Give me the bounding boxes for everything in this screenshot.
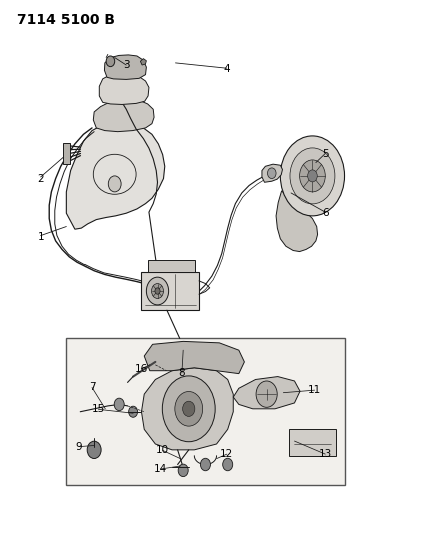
Polygon shape bbox=[66, 122, 165, 229]
Circle shape bbox=[200, 458, 211, 471]
Text: 4: 4 bbox=[223, 64, 230, 74]
Text: 2: 2 bbox=[37, 174, 44, 183]
Text: 14: 14 bbox=[154, 464, 167, 474]
Polygon shape bbox=[141, 368, 233, 450]
Polygon shape bbox=[140, 59, 146, 65]
Bar bbox=[66, 338, 345, 485]
Polygon shape bbox=[104, 55, 146, 79]
Circle shape bbox=[268, 168, 276, 179]
Polygon shape bbox=[93, 99, 154, 132]
Text: 13: 13 bbox=[319, 449, 332, 459]
Circle shape bbox=[155, 288, 160, 294]
Circle shape bbox=[280, 136, 345, 216]
Text: 16: 16 bbox=[135, 364, 148, 374]
Circle shape bbox=[114, 398, 124, 410]
Text: 3: 3 bbox=[123, 60, 130, 70]
Circle shape bbox=[308, 170, 317, 182]
Circle shape bbox=[223, 458, 233, 471]
Text: 11: 11 bbox=[308, 385, 321, 395]
Circle shape bbox=[290, 148, 335, 204]
Circle shape bbox=[87, 441, 101, 458]
Text: 8: 8 bbox=[178, 368, 185, 378]
Text: 15: 15 bbox=[92, 405, 105, 414]
Polygon shape bbox=[148, 260, 195, 272]
Polygon shape bbox=[63, 143, 70, 164]
Text: 7: 7 bbox=[89, 383, 95, 392]
Circle shape bbox=[146, 277, 169, 305]
Text: 5: 5 bbox=[322, 149, 329, 158]
Circle shape bbox=[178, 464, 188, 477]
Text: 1: 1 bbox=[37, 232, 44, 242]
Circle shape bbox=[183, 401, 195, 416]
Polygon shape bbox=[144, 341, 244, 374]
Circle shape bbox=[129, 406, 137, 417]
Circle shape bbox=[106, 56, 115, 67]
Polygon shape bbox=[141, 272, 199, 310]
Circle shape bbox=[108, 176, 121, 192]
Polygon shape bbox=[262, 164, 282, 182]
Polygon shape bbox=[99, 73, 149, 104]
Text: 6: 6 bbox=[322, 208, 329, 218]
Circle shape bbox=[152, 284, 163, 298]
Circle shape bbox=[162, 376, 215, 442]
Polygon shape bbox=[289, 430, 336, 456]
Text: 7114 5100 B: 7114 5100 B bbox=[17, 13, 115, 27]
Polygon shape bbox=[233, 376, 300, 409]
Text: 9: 9 bbox=[76, 442, 83, 451]
Circle shape bbox=[175, 391, 203, 426]
Text: 12: 12 bbox=[220, 449, 233, 459]
Circle shape bbox=[256, 381, 277, 407]
Circle shape bbox=[300, 160, 325, 192]
Polygon shape bbox=[276, 191, 318, 252]
Text: 10: 10 bbox=[156, 446, 169, 455]
